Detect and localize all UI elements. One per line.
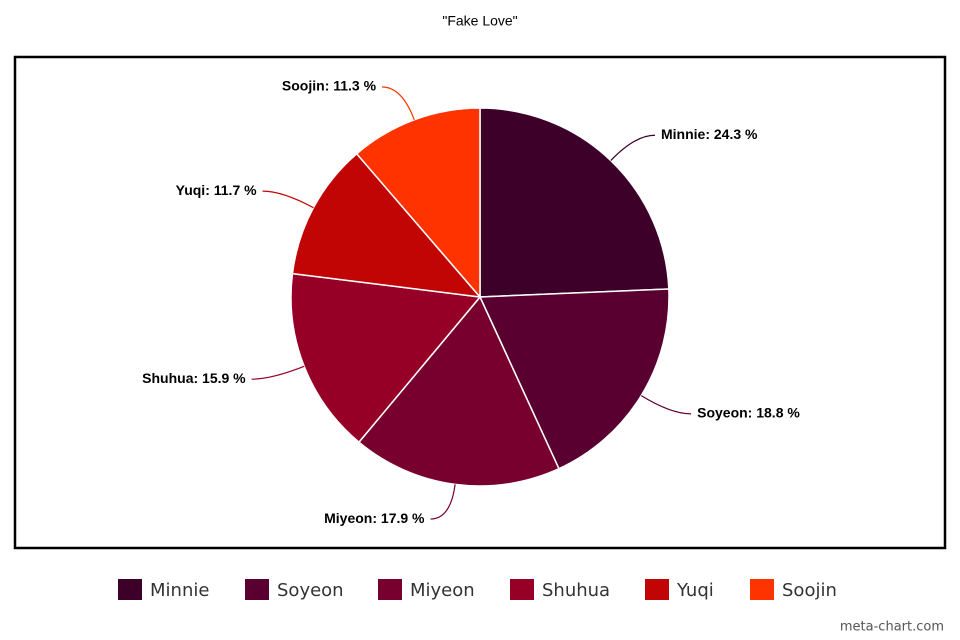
chart-title: "Fake Love" (442, 13, 517, 29)
legend-label: Minnie (150, 580, 209, 601)
data-label: Miyeon: 17.9 % (324, 510, 425, 526)
pie-slice (291, 152, 482, 298)
leader-line (251, 365, 305, 380)
leader-line (430, 484, 456, 520)
data-label: Soojin: 11.3 % (282, 78, 377, 94)
legend-label: Soojin (782, 580, 837, 601)
legend-swatch (510, 579, 534, 600)
leader-line (640, 395, 692, 415)
leader-line (610, 134, 656, 161)
leader-line (262, 190, 314, 209)
legend-label: Soyeon (277, 580, 344, 601)
legend-label: Shuhua (542, 580, 610, 601)
data-label: Soyeon: 18.8 % (697, 405, 800, 421)
data-label: Minnie: 24.3 % (661, 126, 758, 142)
legend-swatch (378, 579, 402, 600)
legend-swatch (245, 579, 269, 600)
credit: meta-chart.com (840, 620, 944, 635)
legend-swatch (645, 579, 669, 600)
legend-swatch (118, 579, 142, 600)
pie-slice (290, 272, 482, 444)
leader-line (382, 86, 415, 121)
legend-swatch (750, 579, 774, 600)
pie-slice (479, 107, 670, 298)
legend-label: Yuqi (676, 580, 714, 601)
data-label: Yuqi: 11.7 % (176, 182, 257, 198)
pie-slice (355, 107, 481, 300)
legend-label: Miyeon (410, 580, 475, 601)
pie-slice (357, 295, 560, 487)
plot-frame (13, 55, 947, 550)
data-label: Shuhua: 15.9 % (142, 370, 246, 386)
